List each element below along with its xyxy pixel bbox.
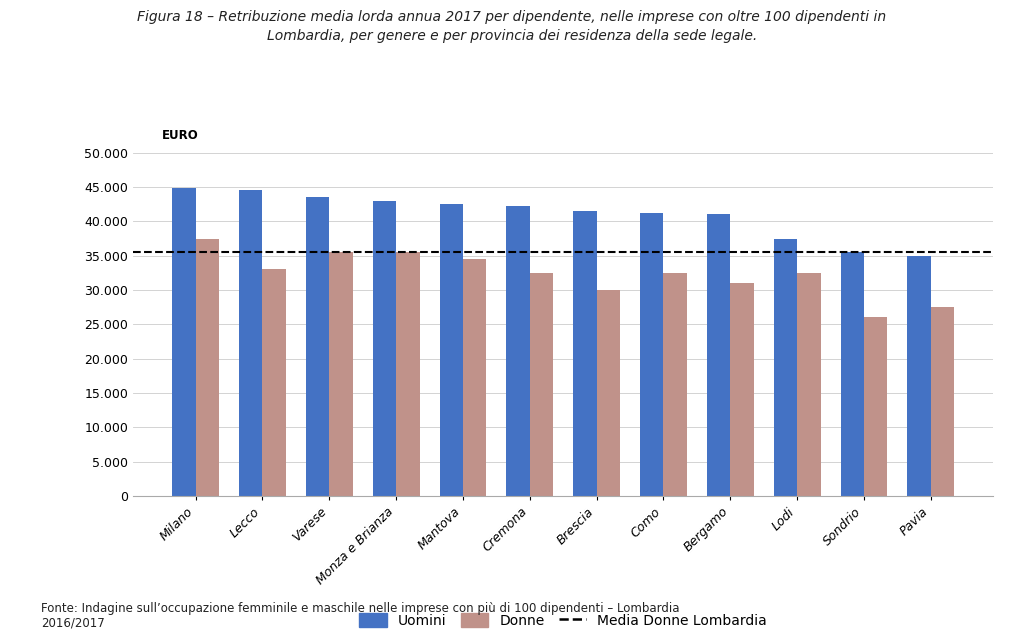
Bar: [573, 211, 597, 496]
Text: Figura 18 – Retribuzione media lorda annua 2017 per dipendente, nelle imprese co: Figura 18 – Retribuzione media lorda ann…: [137, 10, 887, 24]
Bar: [306, 197, 330, 496]
Bar: [529, 273, 553, 496]
Bar: [196, 238, 219, 496]
Text: Lombardia, per genere e per provincia dei residenza della sede legale.: Lombardia, per genere e per provincia de…: [267, 29, 757, 43]
Bar: [330, 252, 352, 496]
Bar: [707, 214, 730, 496]
Bar: [841, 252, 864, 496]
Text: EURO: EURO: [162, 129, 199, 142]
Bar: [463, 259, 486, 496]
Bar: [396, 252, 420, 496]
Bar: [664, 273, 687, 496]
Bar: [730, 283, 754, 496]
Text: Fonte: Indagine sull’occupazione femminile e maschile nelle imprese con più di 1: Fonte: Indagine sull’occupazione femmini…: [41, 602, 680, 630]
Bar: [797, 273, 820, 496]
Bar: [597, 290, 620, 496]
Bar: [239, 190, 262, 496]
Bar: [373, 201, 396, 496]
Bar: [439, 204, 463, 496]
Legend: Uomini, Donne, Media Donne Lombardia: Uomini, Donne, Media Donne Lombardia: [359, 613, 767, 628]
Bar: [774, 238, 797, 496]
Bar: [931, 307, 954, 496]
Bar: [907, 256, 931, 496]
Bar: [864, 317, 888, 496]
Bar: [507, 206, 529, 496]
Bar: [640, 213, 664, 496]
Bar: [262, 270, 286, 496]
Bar: [172, 188, 196, 496]
